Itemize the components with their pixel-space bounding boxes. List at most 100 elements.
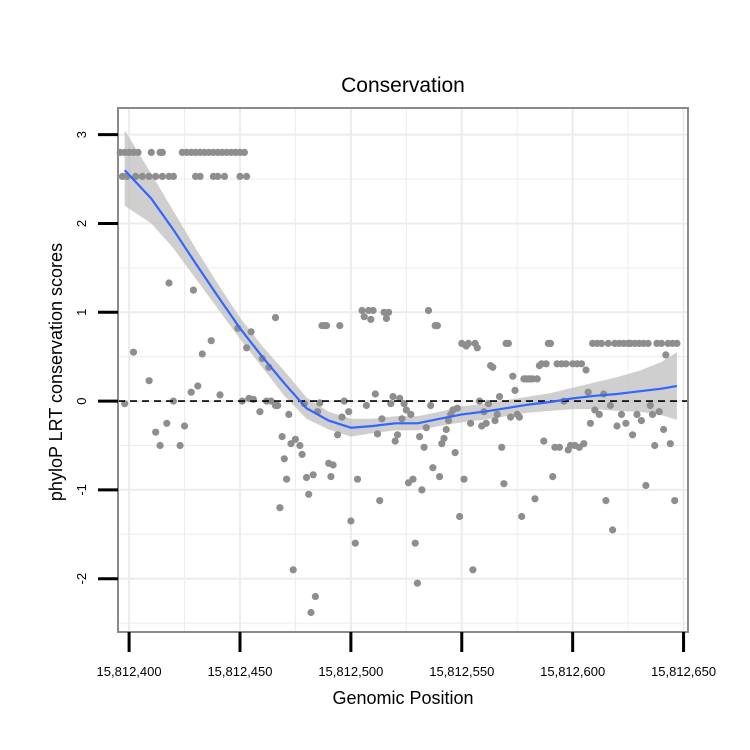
data-point	[278, 433, 286, 441]
data-point	[360, 313, 368, 321]
data-point	[531, 495, 539, 503]
data-point	[387, 400, 395, 408]
data-point	[424, 306, 433, 315]
data-point	[642, 481, 650, 490]
data-point	[165, 279, 173, 287]
data-point	[274, 401, 282, 410]
data-point	[382, 314, 390, 323]
data-point	[398, 415, 406, 423]
data-point	[389, 393, 397, 401]
data-point	[287, 440, 295, 448]
confidence-band	[124, 130, 677, 437]
data-point	[138, 172, 146, 180]
data-point	[145, 172, 153, 180]
data-point	[595, 410, 603, 418]
data-point	[338, 413, 346, 421]
data-point	[371, 390, 379, 398]
data-point	[597, 339, 606, 347]
data-point	[152, 428, 160, 436]
data-point	[433, 322, 441, 330]
data-point	[549, 473, 557, 481]
data-point	[629, 431, 637, 439]
data-point	[491, 417, 499, 425]
data-point	[416, 433, 424, 441]
data-point	[121, 400, 129, 408]
data-point	[236, 172, 244, 180]
data-point	[444, 417, 453, 425]
data-point	[617, 410, 626, 418]
data-point	[311, 592, 319, 601]
data-point	[305, 490, 313, 498]
data-point	[198, 350, 206, 358]
data-point	[152, 172, 160, 180]
data-point	[655, 408, 663, 416]
loess-fit-line	[123, 169, 678, 429]
data-point	[300, 400, 308, 408]
data-point	[158, 148, 166, 156]
data-point	[240, 148, 248, 156]
data-point	[500, 480, 508, 488]
y-tick-label: 1	[74, 309, 89, 316]
data-point	[180, 422, 189, 430]
data-point	[400, 400, 408, 408]
data-point	[540, 437, 548, 445]
data-point	[482, 419, 490, 427]
data-point	[666, 440, 674, 448]
data-point	[673, 339, 681, 347]
data-point	[609, 526, 617, 534]
data-point	[280, 455, 288, 463]
data-point	[440, 434, 448, 442]
data-point	[276, 504, 284, 512]
data-point	[671, 497, 679, 505]
data-point	[340, 397, 348, 405]
x-tick-label: 15,812,450	[207, 664, 272, 679]
plot-frame	[117, 107, 689, 633]
data-point	[402, 406, 410, 414]
data-point	[409, 475, 417, 483]
data-point	[289, 566, 297, 574]
data-point	[196, 172, 204, 180]
data-point	[418, 486, 426, 494]
data-point	[542, 360, 550, 368]
data-point	[493, 410, 501, 418]
data-point	[214, 172, 222, 180]
x-tick-label: 15,812,500	[318, 664, 383, 679]
data-point	[169, 397, 177, 405]
data-point	[467, 419, 475, 427]
data-point	[451, 449, 459, 457]
data-point	[396, 394, 404, 402]
data-point	[353, 475, 362, 483]
data-point	[329, 461, 337, 469]
data-point	[580, 440, 588, 448]
data-point	[473, 344, 481, 352]
grid	[118, 108, 688, 632]
data-point	[518, 512, 526, 521]
data-point	[369, 306, 377, 315]
data-point	[207, 337, 215, 345]
data-point	[132, 172, 140, 180]
data-point	[606, 401, 615, 410]
data-point	[378, 415, 386, 423]
data-point	[582, 366, 590, 374]
data-point	[504, 339, 512, 347]
data-point	[345, 408, 353, 416]
x-tick-label: 15,812,550	[429, 664, 494, 679]
data-point	[176, 441, 184, 450]
data-point	[515, 413, 524, 421]
data-point	[651, 441, 659, 450]
data-point	[347, 517, 355, 525]
data-point	[373, 430, 382, 438]
data-point	[351, 539, 359, 547]
data-point	[163, 419, 171, 427]
data-point	[453, 404, 461, 412]
data-point	[648, 410, 657, 418]
data-point	[427, 401, 435, 410]
data-point	[243, 172, 251, 180]
data-point	[584, 388, 592, 396]
data-point	[660, 425, 668, 434]
data-point	[158, 172, 166, 180]
data-point	[362, 401, 370, 410]
data-point	[407, 410, 415, 418]
data-point	[129, 348, 138, 356]
data-point	[367, 315, 375, 323]
